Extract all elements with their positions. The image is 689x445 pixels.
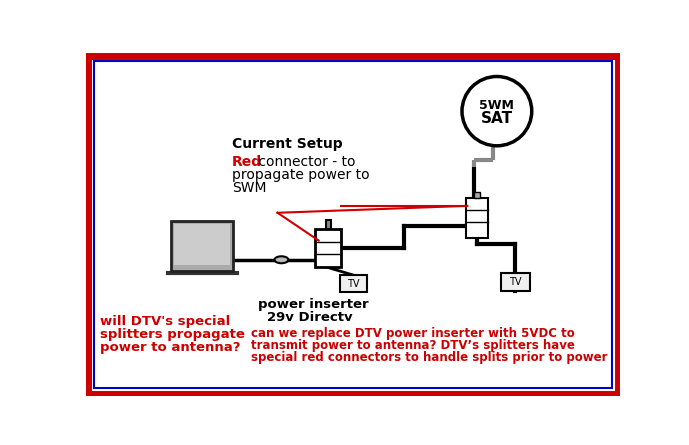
Ellipse shape: [274, 256, 289, 263]
Text: Red: Red: [232, 155, 262, 169]
Text: SWM: SWM: [232, 181, 267, 195]
Text: Current Setup: Current Setup: [232, 137, 342, 150]
Text: special red connectors to handle splits prior to power: special red connectors to handle splits …: [251, 352, 608, 364]
Text: can we replace DTV power inserter with 5VDC to: can we replace DTV power inserter with 5…: [251, 327, 575, 340]
Text: SAT: SAT: [481, 111, 513, 126]
Text: power inserter: power inserter: [258, 298, 369, 311]
Text: TV: TV: [509, 277, 522, 287]
Text: 29v Directv: 29v Directv: [267, 311, 353, 324]
Text: power to antenna?: power to antenna?: [100, 341, 240, 354]
Bar: [501, 273, 531, 291]
Bar: [174, 224, 230, 265]
Bar: [473, 192, 480, 198]
Bar: [340, 275, 367, 292]
Bar: [172, 221, 234, 271]
Text: TV: TV: [347, 279, 360, 289]
Text: propagate power to: propagate power to: [232, 168, 369, 182]
Bar: [466, 198, 488, 238]
Text: transmit power to antenna? DTV’s splitters have: transmit power to antenna? DTV’s splitte…: [251, 339, 575, 352]
Text: connector - to: connector - to: [254, 155, 355, 169]
Text: splitters propagate: splitters propagate: [100, 328, 245, 341]
Text: 5WM: 5WM: [480, 99, 514, 112]
Text: will DTV's special: will DTV's special: [100, 315, 230, 328]
Circle shape: [462, 77, 532, 146]
Bar: [315, 229, 341, 267]
Bar: [326, 220, 331, 229]
